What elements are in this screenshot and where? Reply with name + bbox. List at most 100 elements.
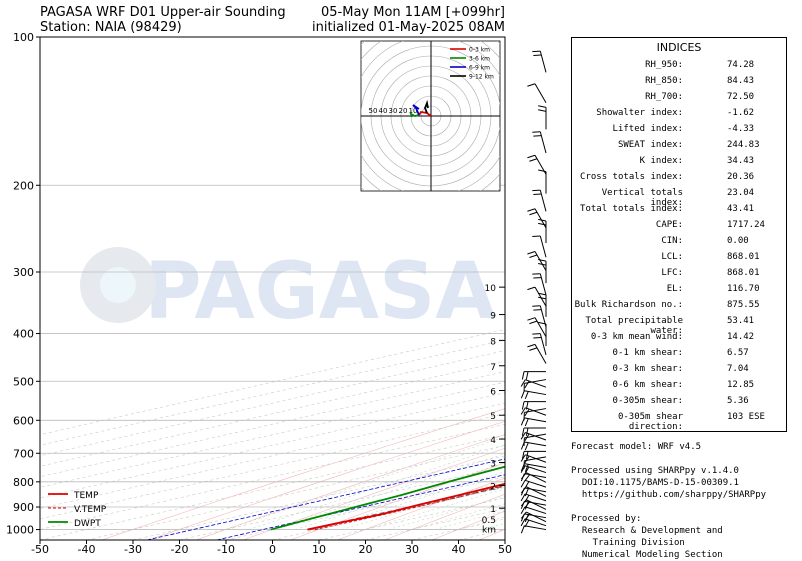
x-tick-label: -20 — [171, 543, 189, 556]
height-unit-label: km — [482, 526, 496, 536]
barb-flag — [521, 480, 525, 487]
index-label: CAPE: — [656, 220, 683, 230]
barb-flag — [526, 428, 528, 436]
index-row: 0-1 km shear: 6.57 — [572, 348, 786, 362]
wind-barb — [527, 84, 546, 103]
barb-flag — [527, 252, 535, 255]
barb-staff — [535, 84, 546, 103]
index-value: 868.01 — [727, 268, 760, 278]
index-row: 0-3 km mean wind:14.42 — [572, 332, 786, 346]
index-row: Lifted index:-4.33 — [572, 124, 786, 138]
barb-flag — [527, 84, 535, 87]
index-value: 14.42 — [727, 332, 754, 342]
index-label: 0-3 km shear: — [613, 364, 683, 374]
y-tick-label: 900 — [13, 501, 34, 514]
barb-flag — [527, 344, 535, 347]
wind-barb — [522, 372, 546, 380]
barb-staff — [540, 51, 546, 72]
index-label: Bulk Richardson no.: — [575, 300, 683, 310]
barb-flag — [525, 474, 530, 480]
x-tick-label: 0 — [269, 543, 276, 556]
index-label: EL: — [667, 284, 683, 294]
barb-flag — [522, 372, 524, 380]
index-label: Cross totals index: — [580, 172, 683, 182]
y-tick-label: 400 — [13, 328, 34, 341]
barb-flag — [538, 106, 546, 108]
index-label: 0-6 km shear: — [613, 380, 683, 390]
barb-flag — [521, 391, 524, 398]
barb-flag — [521, 474, 524, 481]
wind-barb — [521, 514, 546, 522]
hodograph-ring-label: 40 — [379, 107, 388, 115]
height-tick-label: 4 — [490, 436, 496, 446]
legend-label: TEMP — [73, 491, 99, 501]
wind-barb — [532, 132, 546, 153]
footer-line: Processed by: — [571, 513, 766, 525]
y-tick-label: 100 — [13, 31, 34, 44]
footer-line: DOI:10.1175/BAMS-D-15-00309.1 — [571, 477, 766, 489]
index-label: 0-1 km shear: — [613, 348, 683, 358]
index-row: Vertical totals index:23.04 — [572, 188, 786, 202]
index-row: Showalter index:-1.62 — [572, 108, 786, 122]
barb-staff — [525, 380, 546, 388]
barb-flag — [529, 348, 537, 351]
index-row: SWEAT index:244.83 — [572, 140, 786, 154]
barb-flag — [529, 212, 537, 215]
legend-label: V.TEMP — [74, 505, 107, 515]
x-tick-label: -40 — [78, 543, 96, 556]
barb-staff — [540, 190, 546, 211]
indices-title: INDICES — [572, 41, 786, 54]
height-tick-label: 9 — [490, 312, 496, 322]
index-label: Showalter index: — [596, 108, 683, 118]
index-label: 0-305m shear: — [613, 396, 683, 406]
index-value: 34.43 — [727, 156, 754, 166]
index-value: 74.28 — [727, 60, 754, 70]
y-tick-label: 300 — [13, 266, 34, 279]
footer-line: Research & Development and — [571, 525, 766, 537]
index-label: Lifted index: — [613, 124, 683, 134]
watermark-text: PAGASA — [144, 247, 495, 337]
height-tick-label: 1 — [490, 505, 496, 515]
wind-barb — [521, 442, 546, 450]
barb-staff — [540, 274, 546, 295]
wind-barb — [532, 274, 546, 295]
index-value: 84.43 — [727, 76, 754, 86]
wind-barb — [521, 418, 546, 426]
index-value: 43.41 — [727, 204, 754, 214]
barb-flag — [525, 381, 529, 388]
barb-flag — [522, 402, 524, 410]
index-value: 23.04 — [727, 188, 754, 198]
index-row: Cross totals index: 20.36 — [572, 172, 786, 186]
x-tick-label: 20 — [359, 543, 373, 556]
index-label: CIN: — [661, 236, 683, 246]
barb-flag — [521, 526, 524, 533]
index-label: RH_850: — [645, 76, 683, 86]
index-value: 0.00 — [727, 236, 749, 246]
index-label: LFC: — [661, 268, 683, 278]
x-tick-label: 40 — [452, 543, 466, 556]
height-tick-label: 5 — [490, 412, 496, 422]
index-value: 6.57 — [727, 348, 749, 358]
index-value: 72.50 — [727, 92, 754, 102]
barb-flag — [538, 110, 546, 112]
hodograph-legend-label: 6-9 km — [469, 65, 490, 72]
wind-barb — [521, 480, 546, 488]
wind-barb — [521, 501, 546, 509]
index-value: 20.36 — [727, 172, 754, 182]
y-tick-label: 800 — [13, 476, 34, 489]
index-value: 5.36 — [727, 396, 749, 406]
footer-line: Processed using SHARPpy v.1.4.0 — [571, 465, 766, 477]
wind-barb — [527, 344, 546, 363]
barb-flag — [527, 287, 535, 290]
height-tick-label: 10 — [485, 284, 497, 294]
wind-barb — [521, 464, 546, 472]
x-tick-label: -50 — [31, 543, 49, 556]
height-tick-label: 6 — [490, 387, 496, 397]
x-tick-label: 30 — [405, 543, 419, 556]
index-value: 875.55 — [727, 300, 760, 310]
wind-barb — [532, 51, 546, 72]
footer-line — [571, 453, 766, 465]
wind-barb — [532, 236, 546, 257]
index-row: RH_850: 84.43 — [572, 76, 786, 90]
